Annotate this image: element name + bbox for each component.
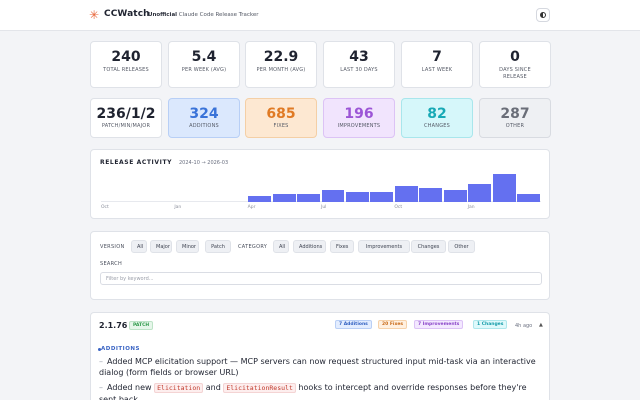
stat-last-30-days: 43 LAST 30 DAYS xyxy=(323,41,395,88)
chart-baseline xyxy=(101,201,541,202)
chart-bar xyxy=(370,192,394,202)
release-activity-panel: RELEASE ACTIVITY 2024-10 → 2026-03 Oct Ja… xyxy=(90,149,550,219)
release-item: – Added new Elicitation and ElicitationRe… xyxy=(99,383,527,400)
brand-title: CCWatch xyxy=(104,9,150,19)
stat-patch-min-major: 236/1/2 PATCH/MIN/MAJOR xyxy=(90,98,162,138)
contrast-icon xyxy=(540,12,546,18)
tag-fixes[interactable]: 20 Fixes xyxy=(378,320,408,329)
version-chip-minor[interactable]: Minor xyxy=(176,240,199,253)
release-version: 2.1.76 xyxy=(99,321,128,330)
stat-other[interactable]: 287 OTHER xyxy=(479,98,551,138)
chart-tick-label: Jan xyxy=(467,205,475,210)
search-input[interactable] xyxy=(100,272,542,285)
release-type-badge: PATCH xyxy=(129,321,154,330)
chart-tick-label: Oct xyxy=(394,205,403,210)
app-header: ✳ CCWatch Unofficial Claude Code Release… xyxy=(0,0,640,31)
stat-fixes[interactable]: 685 FIXES xyxy=(245,98,317,138)
stat-per-month: 22.9 PER MONTH (AVG) xyxy=(245,41,317,88)
version-filter-label: VERSION xyxy=(100,244,125,250)
release-age: 4h ago xyxy=(515,323,533,329)
tag-additions[interactable]: 7 Additions xyxy=(335,320,372,329)
stat-changes[interactable]: 82 CHANGES xyxy=(401,98,473,138)
stat-total-releases: 240 TOTAL RELEASES xyxy=(90,41,162,88)
filters-panel: VERSION All Major Minor Patch CATEGORY A… xyxy=(90,231,550,300)
chart-bar xyxy=(419,188,443,202)
chart-bar xyxy=(394,186,418,202)
chart-tick-label: Jul xyxy=(321,205,327,210)
release-item: – Added MCP elicitation support — MCP ser… xyxy=(99,357,536,377)
release-activity-chart: Oct Jan Apr Jul Oct Jan xyxy=(101,170,541,210)
item-dash: – xyxy=(99,383,103,392)
category-chip-additions[interactable]: Additions xyxy=(293,240,326,253)
collapse-toggle-icon[interactable]: ▲ xyxy=(539,322,543,328)
stat-additions[interactable]: 324 ADDITIONS xyxy=(168,98,240,138)
chart-bar xyxy=(468,184,492,202)
chart-tick-label: Apr xyxy=(247,205,256,210)
category-chip-all[interactable]: All xyxy=(273,240,289,253)
chart-bar xyxy=(443,190,467,202)
chart-bar xyxy=(517,194,540,202)
stat-last-week: 7 LAST WEEK xyxy=(401,41,473,88)
chart-bar xyxy=(345,192,369,202)
chart-bar xyxy=(297,194,320,202)
theme-toggle-button[interactable] xyxy=(536,8,550,22)
tag-improvements[interactable]: 7 Improvements xyxy=(414,320,464,329)
item-dash: – xyxy=(99,357,103,366)
chart-tick-label: Jan xyxy=(174,205,182,210)
category-chip-fixes[interactable]: Fixes xyxy=(330,240,354,253)
chart-bar xyxy=(272,194,296,202)
activity-range: 2024-10 → 2026-03 xyxy=(179,160,229,166)
category-filter-label: CATEGORY xyxy=(238,244,268,250)
version-chip-all[interactable]: All xyxy=(131,240,147,253)
category-chip-changes[interactable]: Changes xyxy=(411,240,446,253)
brand-subtitle: Unofficial Claude Code Release Tracker xyxy=(148,12,259,18)
version-chip-major[interactable]: Major xyxy=(150,240,172,253)
chart-bar xyxy=(492,174,516,202)
chart-tick-label: Oct xyxy=(101,205,109,210)
stat-days-since-release: 0 DAYS SINCE RELEASE xyxy=(479,41,551,88)
stat-per-week: 5.4 PER WEEK (AVG) xyxy=(168,41,240,88)
code-elicitation: Elicitation xyxy=(154,383,204,393)
chart-bar xyxy=(248,196,272,202)
stat-improvements[interactable]: 196 IMPROVEMENTS xyxy=(323,98,395,138)
chart-bar xyxy=(321,190,345,202)
version-chip-patch[interactable]: Patch xyxy=(205,240,231,253)
release-card: 2.1.76 PATCH 7 Additions 20 Fixes 7 Impr… xyxy=(90,312,550,400)
category-chip-improvements[interactable]: Improvements xyxy=(358,240,410,253)
activity-title: RELEASE ACTIVITY xyxy=(100,159,173,166)
asterisk-logo-icon: ✳ xyxy=(89,8,100,22)
code-elicitation-result: ElicitationResult xyxy=(223,383,296,393)
tag-changes[interactable]: 1 Changes xyxy=(473,320,508,329)
search-label: SEARCH xyxy=(100,261,123,267)
section-additions-title: ADDITIONS xyxy=(98,346,140,352)
category-chip-other[interactable]: Other xyxy=(448,240,475,253)
